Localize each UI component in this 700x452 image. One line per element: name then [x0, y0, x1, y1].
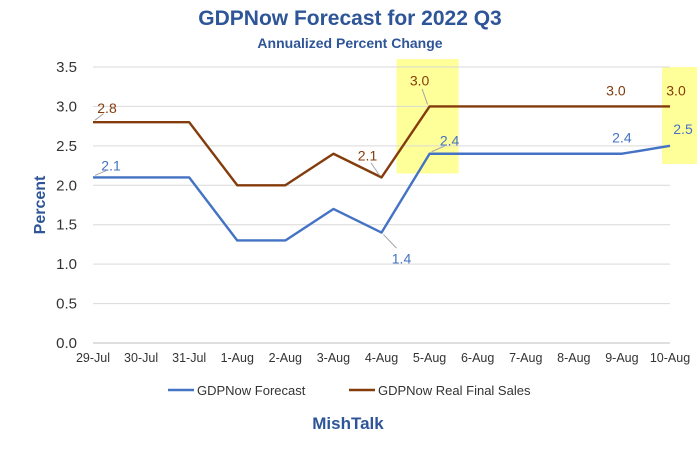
- data-label: 2.4: [612, 130, 632, 146]
- label-leader-line: [421, 88, 429, 105]
- chart-subtitle: Annualized Percent Change: [257, 35, 442, 51]
- x-tick-label: 9-Aug: [605, 351, 638, 365]
- chart-title: GDPNow Forecast for 2022 Q3: [198, 7, 501, 30]
- highlight-boxes: [396, 59, 697, 174]
- label-leader-line: [94, 169, 107, 176]
- data-label: 2.5: [673, 121, 693, 137]
- y-tick-label: 1.0: [56, 256, 77, 273]
- y-tick-label: 3.0: [56, 98, 77, 115]
- data-label: 3.0: [606, 82, 626, 98]
- series-line-0: [93, 144, 671, 242]
- data-label: 2.4: [440, 133, 460, 149]
- label-leader-line: [370, 162, 380, 176]
- data-label: 3.0: [410, 72, 430, 88]
- y-axis-ticks: 0.0 0.5 1.0 1.5 2.0 2.5 3.0 3.5: [56, 59, 77, 352]
- label-leader-line: [94, 113, 104, 121]
- data-label: 1.4: [392, 251, 412, 267]
- data-label: 2.8: [97, 100, 117, 116]
- x-tick-label: 4-Aug: [365, 351, 398, 365]
- x-tick-label: 5-Aug: [413, 351, 446, 365]
- source-label: MishTalk: [312, 414, 384, 433]
- x-tick-label: 3-Aug: [317, 351, 350, 365]
- highlight-box-10-Aug: [662, 67, 697, 164]
- data-label: 2.1: [358, 147, 378, 163]
- data-labels: 2.1 1.4 2.4 2.4 2.5 2.8 2.1 3.0 3.0 3.0: [94, 72, 693, 267]
- x-tick-label: 2-Aug: [269, 351, 302, 365]
- x-tick-label: 30-Jul: [124, 351, 158, 365]
- x-tick-label: 6-Aug: [461, 351, 494, 365]
- x-tick-label: 31-Jul: [172, 351, 206, 365]
- data-label: 2.1: [101, 157, 121, 173]
- x-tick-label: 1-Aug: [221, 351, 254, 365]
- legend: GDPNow Forecast GDPNow Real Final Sales: [168, 383, 531, 398]
- y-tick-label: 2.0: [56, 177, 77, 194]
- gridlines: [93, 66, 670, 344]
- label-leader-line: [431, 145, 445, 153]
- legend-label-1: GDPNow Real Final Sales: [378, 383, 531, 398]
- y-axis-label: Percent: [32, 175, 49, 234]
- label-leader-line: [383, 234, 397, 249]
- y-tick-label: 3.5: [56, 59, 77, 76]
- series-line-1: [93, 105, 670, 187]
- legend-label-0: GDPNow Forecast: [197, 383, 306, 398]
- x-axis-ticks: 29-Jul 30-Jul 31-Jul 1-Aug 2-Aug 3-Aug 4-Aug 5-…: [76, 351, 690, 365]
- series-lines: [93, 105, 671, 242]
- x-tick-label: 10-Aug: [650, 351, 690, 365]
- x-tick-label: 7-Aug: [509, 351, 542, 365]
- y-tick-label: 2.5: [56, 138, 77, 155]
- x-tick-label: 8-Aug: [557, 351, 590, 365]
- data-label: 3.0: [666, 82, 686, 98]
- x-tick-label: 29-Jul: [76, 351, 110, 365]
- y-tick-label: 0.0: [56, 335, 77, 352]
- y-tick-label: 1.5: [56, 217, 77, 234]
- y-tick-label: 0.5: [56, 296, 77, 313]
